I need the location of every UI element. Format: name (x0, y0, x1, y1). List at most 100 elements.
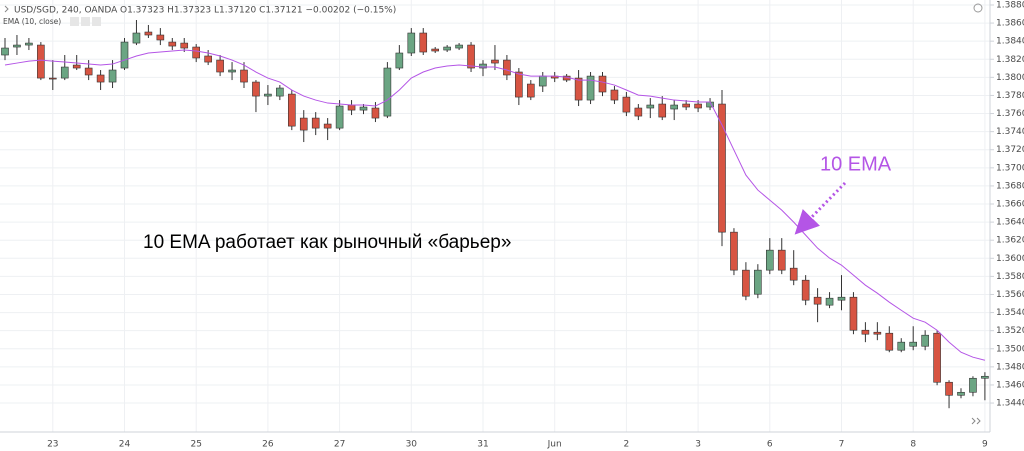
candle-body (658, 103, 667, 118)
candle-body (359, 106, 368, 111)
candle-body (825, 297, 834, 306)
candle-body (969, 377, 977, 393)
candle-body (84, 67, 93, 76)
candle-body (467, 44, 475, 69)
symbol-title: USD/SGD, 240, OANDA (14, 6, 118, 16)
candle-body (323, 123, 332, 129)
candle-body (789, 267, 798, 281)
y-tick-label: 1.36200 (996, 236, 1024, 246)
candle-body (228, 69, 236, 73)
candle-body (479, 63, 487, 69)
y-tick-label: 1.38000 (996, 73, 1024, 83)
x-tick-label: 23 (47, 440, 58, 450)
scroll-icon[interactable] (971, 417, 981, 425)
candle-body (455, 44, 463, 49)
candle-body (718, 103, 726, 233)
candle-body (252, 81, 260, 97)
candle-body (646, 104, 655, 109)
candle-body (730, 231, 738, 271)
candle-body (13, 44, 21, 48)
x-tick-label: 30 (406, 440, 418, 450)
candle-body (156, 34, 165, 41)
candle-body (371, 107, 380, 119)
grid (0, 0, 994, 432)
candle-body (742, 269, 750, 297)
candle-body (598, 75, 607, 93)
candle-body (634, 107, 643, 117)
y-tick-label: 1.37000 (996, 163, 1024, 173)
indicator-icon[interactable] (92, 17, 101, 26)
annotation-arrow (794, 181, 847, 235)
y-tick-label: 1.35600 (996, 290, 1024, 300)
candle-body (347, 104, 356, 111)
indicator-icon[interactable] (81, 17, 90, 26)
candle-body (431, 48, 440, 52)
candle-body (670, 104, 679, 110)
x-tick-label: 26 (262, 440, 274, 450)
collapse-icon[interactable] (4, 5, 9, 13)
indicator-icon[interactable] (70, 17, 79, 26)
candle-body (682, 103, 690, 108)
y-tick-label: 1.35400 (996, 308, 1024, 318)
x-tick-label: 25 (190, 440, 201, 450)
candle-body (586, 75, 595, 101)
candle-body (335, 105, 344, 129)
candle-body (311, 117, 320, 129)
candle-body (60, 66, 69, 79)
candle-body (945, 381, 953, 396)
candle-body (849, 296, 858, 331)
candle-body (25, 42, 33, 46)
candle-body (526, 83, 535, 98)
candle-body (120, 41, 129, 69)
candle-body (168, 41, 177, 47)
candle-body (574, 77, 583, 101)
candle-body (801, 279, 810, 301)
candle-body (515, 71, 523, 98)
y-tick-label: 1.37400 (996, 127, 1024, 137)
candle-body (981, 375, 989, 379)
candle-body (108, 69, 117, 83)
y-tick-label: 1.35800 (996, 272, 1024, 282)
candle-body (837, 296, 846, 301)
candle-body (538, 75, 547, 87)
y-tick-label: 1.34800 (996, 362, 1024, 372)
x-tick-label: 31 (477, 440, 488, 450)
x-tick-label: 6 (767, 440, 773, 450)
candle-body (216, 59, 224, 73)
x-tick-label: 9 (982, 440, 988, 450)
candle-body (1, 47, 9, 56)
y-tick-label: 1.38800 (996, 0, 1024, 10)
candle-body (861, 329, 870, 335)
candle-body (383, 67, 392, 117)
x-tick-label: 27 (334, 440, 345, 450)
candle-body (72, 64, 81, 69)
candle-body (276, 87, 284, 97)
candle-body (240, 69, 248, 83)
candle-body (491, 59, 499, 64)
candle-body (48, 77, 57, 80)
settings-icon[interactable] (973, 3, 983, 13)
candle-body (933, 332, 941, 383)
y-tick-label: 1.35000 (996, 344, 1024, 354)
y-tick-label: 1.38600 (996, 19, 1024, 29)
candle-body (287, 93, 296, 127)
candle-body (885, 332, 894, 351)
candle-body (37, 44, 45, 79)
candle-body (180, 42, 189, 49)
indicator-label: EMA (10, close) (3, 17, 61, 26)
plot (1, 19, 989, 409)
candle-body (897, 341, 906, 351)
y-tick-label: 1.38200 (996, 55, 1024, 65)
candle-body (610, 89, 619, 101)
y-tick-label: 1.37800 (996, 91, 1024, 101)
candle-body (96, 74, 105, 83)
candle-body (921, 334, 929, 347)
y-tick-label: 1.36800 (996, 181, 1024, 191)
candle-body (503, 59, 511, 76)
candle-body (765, 249, 774, 271)
candle-body (192, 46, 200, 59)
candle-body (132, 32, 141, 44)
x-tick-label: 2 (624, 440, 630, 450)
candle-body (144, 31, 153, 36)
candle-body (419, 32, 428, 53)
